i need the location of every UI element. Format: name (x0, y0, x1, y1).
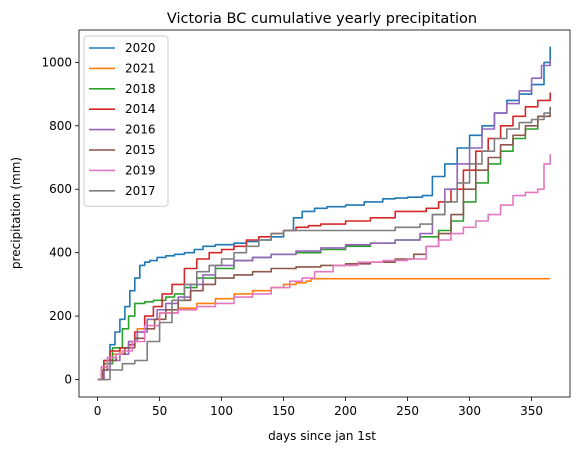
legend: 2020 2021 2018 2014 2016 2015 2019 2017 (83, 35, 169, 207)
x-tick-label: 350 (520, 404, 543, 418)
y-axis-label: precipitation (mm) (9, 157, 23, 269)
series-line-2020 (97, 46, 551, 381)
legend-label: 2018 (125, 82, 156, 96)
y-tick-label: 1000 (41, 55, 72, 69)
y-tick-label: 800 (49, 119, 72, 133)
legend-label: 2016 (125, 123, 156, 137)
chart-title: Victoria BC cumulative yearly precipitat… (167, 11, 477, 27)
x-tick-label: 50 (152, 404, 167, 418)
x-tick-label: 0 (94, 404, 102, 418)
legend-label: 2014 (125, 102, 156, 116)
series-lines (97, 46, 551, 381)
legend-label: 2015 (125, 143, 156, 157)
x-tick-label: 250 (396, 404, 419, 418)
y-tick-label: 200 (49, 309, 72, 323)
series-line-2019 (97, 154, 551, 381)
axes-frame (78, 29, 571, 398)
axis-ticks: 0 50 100 150 200 250 300 350 0 200 400 600 800 1000 (41, 55, 543, 418)
legend-label: 2019 (125, 163, 156, 177)
y-tick-label: 600 (49, 182, 72, 196)
legend-label: 2017 (125, 184, 156, 198)
legend-label: 2020 (125, 41, 156, 55)
x-axis-label: days since jan 1st (268, 429, 376, 443)
x-tick-label: 100 (210, 404, 233, 418)
x-tick-label: 300 (458, 404, 481, 418)
x-tick-label: 200 (334, 404, 357, 418)
series-line-2015 (97, 108, 551, 381)
legend-box (83, 35, 169, 207)
series-line-2017 (97, 109, 551, 381)
y-tick-label: 400 (49, 246, 72, 260)
x-tick-label: 150 (272, 404, 295, 418)
legend-label: 2021 (125, 61, 156, 75)
y-tick-label: 0 (64, 373, 72, 387)
